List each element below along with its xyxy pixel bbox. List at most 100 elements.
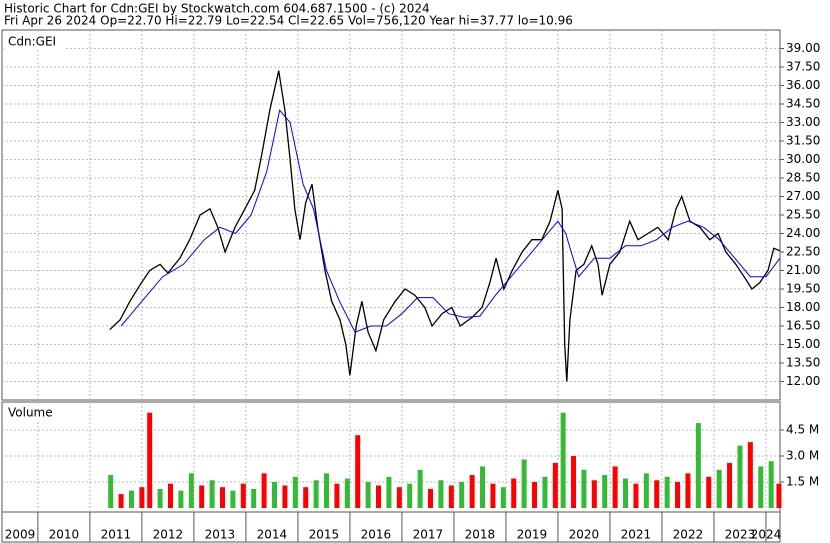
volume-bar xyxy=(386,476,392,508)
x-tick-label: 2015 xyxy=(309,528,340,542)
price-line xyxy=(109,70,781,382)
volume-bar xyxy=(365,482,371,508)
volume-bar xyxy=(591,480,597,508)
volume-bar xyxy=(220,487,226,508)
y-tick-label: 19.50 xyxy=(786,282,820,296)
volume-bar xyxy=(417,469,423,508)
y-tick-label: 24.00 xyxy=(786,226,820,240)
y-tick-label: 13.50 xyxy=(786,356,820,370)
volume-bar xyxy=(167,483,173,508)
y-tick-label: 28.50 xyxy=(786,171,820,185)
marks-layer xyxy=(108,70,782,508)
y-tick-label: 4.5 M xyxy=(786,423,819,437)
volume-bar xyxy=(324,473,330,508)
volume-bar xyxy=(188,473,194,508)
y-tick-label: 21.00 xyxy=(786,263,820,277)
volume-bar xyxy=(282,485,288,508)
volume-bar xyxy=(178,490,184,508)
volume-bar xyxy=(128,490,134,508)
volume-bar xyxy=(521,459,527,508)
volume-bar xyxy=(240,483,246,508)
volume-bar xyxy=(581,469,587,508)
x-tick-label: 2016 xyxy=(361,528,392,542)
x-tick-label: 2024 xyxy=(751,528,782,542)
volume-bar xyxy=(664,476,670,508)
x-tick-label: 2012 xyxy=(153,528,184,542)
volume-bar xyxy=(139,487,145,508)
volume-bar xyxy=(511,478,517,508)
chart-title: Historic Chart for Cdn:GEI by Stockwatch… xyxy=(4,2,430,16)
volume-bar xyxy=(157,488,163,508)
volume-bar xyxy=(303,487,309,508)
volume-bar xyxy=(560,412,566,508)
volume-bar xyxy=(396,487,402,508)
x-tick-label: 2014 xyxy=(257,528,288,542)
x-tick-label: 2022 xyxy=(673,528,704,542)
y-tick-label: 37.50 xyxy=(786,60,820,74)
volume-bar xyxy=(118,494,124,508)
x-tick-label: 2009 xyxy=(5,528,36,542)
volume-bar xyxy=(459,482,465,508)
volume-bar xyxy=(469,475,475,508)
x-tick-label: 2018 xyxy=(465,528,496,542)
volume-bar xyxy=(438,480,444,508)
symbol-label: Cdn:GEI xyxy=(8,35,56,49)
volume-bar xyxy=(532,482,538,508)
x-tick-label: 2017 xyxy=(413,528,444,542)
y-tick-label: 30.00 xyxy=(786,152,820,166)
y-tick-label: 39.00 xyxy=(786,41,820,55)
x-tick-label: 2011 xyxy=(101,528,132,542)
volume-bar xyxy=(602,475,608,508)
y-tick-label: 25.50 xyxy=(786,208,820,222)
volume-bar xyxy=(706,476,712,508)
volume-bar xyxy=(407,483,413,508)
volume-bar xyxy=(552,462,558,508)
volume-bar xyxy=(251,488,257,508)
label-box xyxy=(4,405,56,421)
volume-bar xyxy=(480,466,486,508)
y-tick-label: 27.00 xyxy=(786,189,820,203)
volume-bar xyxy=(747,442,753,508)
volume-bar xyxy=(344,478,350,508)
volume-bar xyxy=(500,487,506,508)
grid-layer xyxy=(2,30,780,512)
volume-bar xyxy=(313,480,319,508)
volume-bar xyxy=(685,473,691,508)
volume-bar xyxy=(428,488,434,508)
volume-bar xyxy=(654,480,660,508)
volume-bar xyxy=(292,476,298,508)
volume-bar xyxy=(675,482,681,508)
volume-bar xyxy=(272,482,278,508)
volume-bar xyxy=(490,483,496,508)
year-axis xyxy=(1,511,781,543)
volume-bar xyxy=(776,483,782,508)
x-tick-label: 2020 xyxy=(569,528,600,542)
y-tick-label: 31.50 xyxy=(786,134,820,148)
volume-bar xyxy=(147,412,153,508)
volume-label: Volume xyxy=(8,406,53,420)
volume-bar xyxy=(230,490,236,508)
price-line xyxy=(120,109,781,333)
volume-bar xyxy=(768,461,774,508)
y-tick-label: 22.50 xyxy=(786,245,820,259)
x-tick-label: 2023 xyxy=(725,528,756,542)
volume-bar xyxy=(448,485,454,508)
y-tick-label: 33.00 xyxy=(786,115,820,129)
y-tick-label: 16.50 xyxy=(786,319,820,333)
label-box xyxy=(4,34,64,50)
y-tick-label: 36.00 xyxy=(786,78,820,92)
volume-bar xyxy=(612,466,618,508)
y-tick-label: 18.00 xyxy=(786,300,820,314)
volume-bar xyxy=(376,485,382,508)
x-tick-label: 2019 xyxy=(517,528,548,542)
volume-bar xyxy=(727,462,733,508)
volume-bar xyxy=(716,469,722,508)
volume-bar xyxy=(643,473,649,508)
y-tick-label: 15.00 xyxy=(786,337,820,351)
volume-bar xyxy=(199,485,205,508)
volume-bar xyxy=(623,478,629,508)
volume-bar xyxy=(633,483,639,508)
y-tick-label: 12.00 xyxy=(786,374,820,388)
